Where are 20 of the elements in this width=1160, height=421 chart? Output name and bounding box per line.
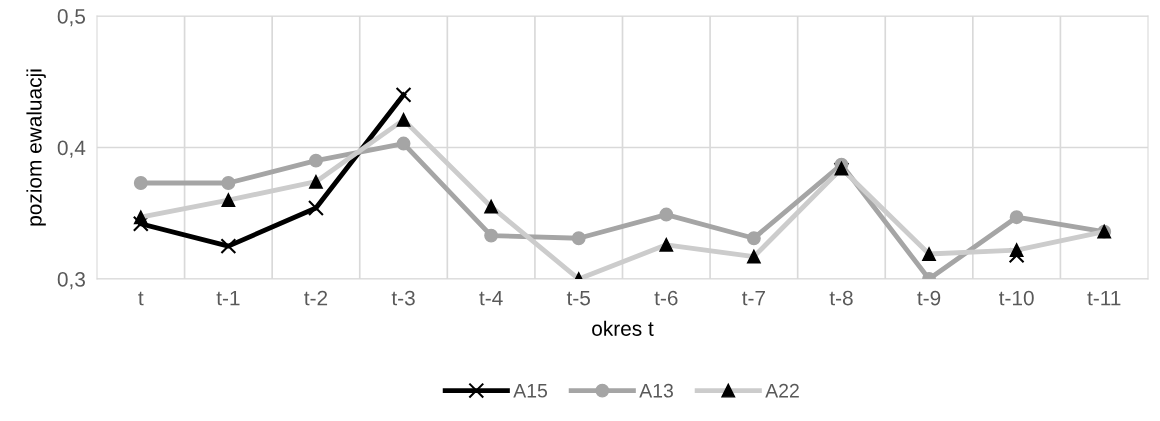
- x-tick-label: t-6: [654, 290, 678, 306]
- legend-label: A22: [765, 383, 799, 398]
- x-tick-label: t-9: [917, 290, 941, 306]
- x-tick-label: t-5: [566, 290, 590, 306]
- x-tick-label: t-11: [1087, 290, 1121, 306]
- legend-label: A13: [639, 383, 673, 398]
- x-axis-title: okres t: [592, 320, 654, 336]
- x-tick-label: t-7: [742, 290, 765, 306]
- x-tick-label: t-2: [304, 290, 328, 306]
- x-tick-label: t-8: [829, 290, 853, 306]
- y-tick-label: 0,5: [57, 9, 86, 27]
- y-tick-label: 0,3: [57, 272, 85, 290]
- x-tick-label: t-3: [391, 290, 415, 306]
- x-tick-label: t-1: [216, 290, 240, 306]
- x-tick-label: t-4: [479, 290, 503, 306]
- y-tick-label: 0,4: [57, 140, 86, 158]
- y-axis-title: poziom ewaluacji: [26, 69, 46, 226]
- legend-label: A15: [513, 384, 548, 398]
- x-tick-label: t: [138, 291, 144, 306]
- x-tick-label: t-10: [998, 290, 1034, 306]
